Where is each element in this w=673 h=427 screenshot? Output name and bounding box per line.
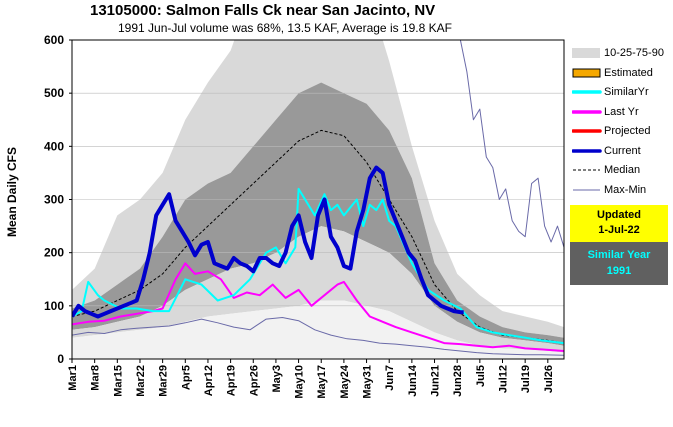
series-similaryr [72,187,564,345]
y-tick-label: 200 [44,246,64,260]
chart-subtitle: 1991 Jun-Jul volume was 68%, 13.5 KAF, A… [118,21,452,35]
legend-swatch [572,109,602,114]
legend-label: Last Yr [604,105,639,118]
legend-label: 10-25-75-90 [604,47,664,59]
x-tick-label: May31 [362,365,374,399]
updated-date: 1-Jul-22 [598,224,640,236]
legend-label: SimilarYr [604,86,649,98]
x-tick-label: Apr12 [203,365,215,396]
y-tick-label: 0 [57,352,64,366]
legend-label: Median [604,164,641,176]
plot-area [72,40,564,359]
legend-label: Projected [604,125,651,137]
x-tick-label: Mar8 [90,365,102,391]
similar-year-box: Similar Year 1991 [570,242,668,285]
x-tick-label: Apr26 [248,365,260,396]
band-10-25 [72,226,564,353]
legend-swatch [573,189,600,190]
x-tick-label: Mar15 [112,365,124,397]
legend-swatch [572,129,602,133]
legend-swatch [572,90,602,94]
band-below-10 [72,300,564,359]
axes: 0 100 200 300 400 500 600 Mar1 Mar8 Mar15 Mar22 Mar… [44,33,555,399]
similar-year-value: 1991 [606,265,632,277]
x-tick-label: Apr5 [180,365,192,390]
y-tick-label: 300 [44,193,64,207]
x-tick-label: May17 [316,365,328,399]
series-max-min [72,317,564,356]
x-tick-label: Jul5 [475,365,487,387]
similar-year-label: Similar Year [587,249,651,261]
y-tick-label: 400 [44,139,64,153]
x-tick-label: Jun21 [430,365,442,397]
legend-swatch [572,148,602,153]
y-tick-label: 600 [44,33,64,47]
series-current [72,165,464,319]
y-tick-label: 100 [44,299,64,313]
updated-box: Updated 1-Jul-22 [570,205,668,242]
x-tick-label: Jun28 [452,365,464,397]
series-last-yr [72,262,564,352]
chart-title: 13105000: Salmon Falls Ck near San Jacin… [90,2,436,19]
y-tick-label: 500 [44,86,64,100]
x-tick-label: Apr19 [226,365,238,396]
series-max [459,40,564,248]
x-tick-label: Mar22 [135,365,147,397]
x-tick-label: Jun14 [407,364,419,397]
updated-label: Updated [597,209,641,221]
legend-swatch [572,68,601,77]
legend-label: Estimated [604,66,653,79]
band-75-90 [72,40,564,338]
x-tick-label: Mar29 [158,365,170,397]
x-tick-label: May24 [339,364,351,399]
x-tick-label: May3 [271,365,283,393]
legend-label: Max-Min [604,183,647,196]
x-tick-label: Jul26 [543,365,555,393]
x-tick-label: Jun7 [384,365,396,391]
legend-swatch [572,48,600,58]
x-tick-label: Jul12 [498,365,510,393]
legend-swatch [573,169,600,171]
x-tick-label: Jul19 [520,365,532,393]
x-tick-label: May10 [294,365,306,399]
x-tick-label: Mar1 [67,365,79,391]
legend-label: Current [604,144,641,157]
